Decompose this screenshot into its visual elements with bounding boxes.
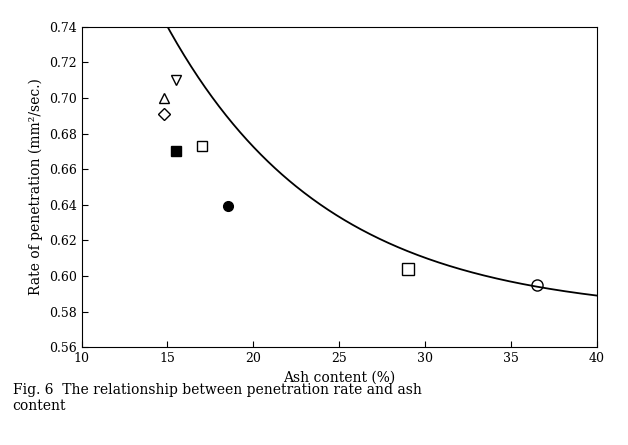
X-axis label: Ash content (%): Ash content (%)	[283, 371, 395, 384]
Text: Fig. 6  The relationship between penetration rate and ash
content: Fig. 6 The relationship between penetrat…	[13, 383, 421, 413]
Y-axis label: Rate of penetration (mm²/sec.): Rate of penetration (mm²/sec.)	[29, 78, 43, 295]
